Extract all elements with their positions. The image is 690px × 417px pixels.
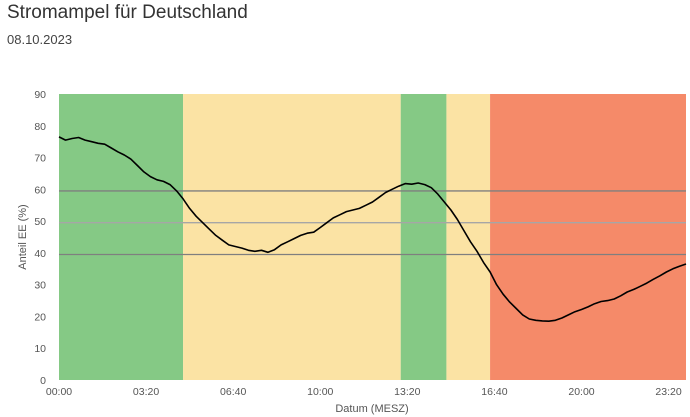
x-axis-ticks: 00:00 03:20 06:40 10:00 13:20 16:40 20:00 23:20 (46, 386, 682, 398)
traffic-light-bands (59, 94, 686, 380)
y-tick-label: 60 (34, 184, 46, 196)
series-group (58, 136, 687, 323)
y-tick-label: 30 (34, 280, 46, 292)
threshold-lines (59, 190, 686, 256)
y-tick-label: 80 (34, 121, 46, 133)
band-green (59, 94, 184, 380)
x-tick-label: 16:40 (481, 386, 507, 398)
y-tick-label: 20 (34, 311, 46, 323)
y-tick-label: 0 (40, 375, 46, 387)
band-green (400, 94, 447, 380)
y-tick-label: 40 (34, 248, 46, 260)
y-tick-label: 70 (34, 153, 46, 165)
y-axis-ticks: 0 10 20 30 40 50 60 70 80 90 (34, 89, 46, 387)
band-yellow (183, 94, 401, 380)
y-axis-label: Anteil EE (%) (17, 204, 29, 269)
y-tick-label: 10 (34, 343, 46, 355)
chart-date: 08.10.2023 (7, 32, 73, 47)
x-tick-label: 03:20 (133, 386, 159, 398)
y-tick-label: 50 (34, 216, 46, 228)
x-tick-label: 20:00 (568, 386, 594, 398)
x-tick-label: 10:00 (307, 386, 333, 398)
x-tick-label: 13:20 (394, 386, 420, 398)
chart-title: Stromampel für Deutschland (7, 2, 248, 23)
series-line (58, 136, 687, 323)
x-tick-label: 23:20 (655, 386, 681, 398)
band-red (490, 94, 686, 380)
x-axis-label: Datum (MESZ) (335, 403, 408, 415)
x-tick-label: 00:00 (46, 386, 72, 398)
x-tick-label: 06:40 (220, 386, 246, 398)
y-tick-label: 90 (34, 89, 46, 101)
